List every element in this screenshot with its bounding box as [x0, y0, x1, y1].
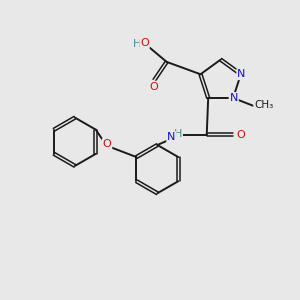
- Text: O: O: [103, 139, 111, 149]
- Text: O: O: [140, 38, 149, 48]
- Text: O: O: [150, 82, 158, 92]
- Text: N: N: [237, 69, 246, 79]
- Text: O: O: [236, 130, 245, 140]
- Text: H: H: [133, 39, 141, 49]
- Text: N: N: [167, 132, 176, 142]
- Text: N: N: [230, 93, 238, 103]
- Text: CH₃: CH₃: [254, 100, 273, 110]
- Text: H: H: [174, 129, 182, 139]
